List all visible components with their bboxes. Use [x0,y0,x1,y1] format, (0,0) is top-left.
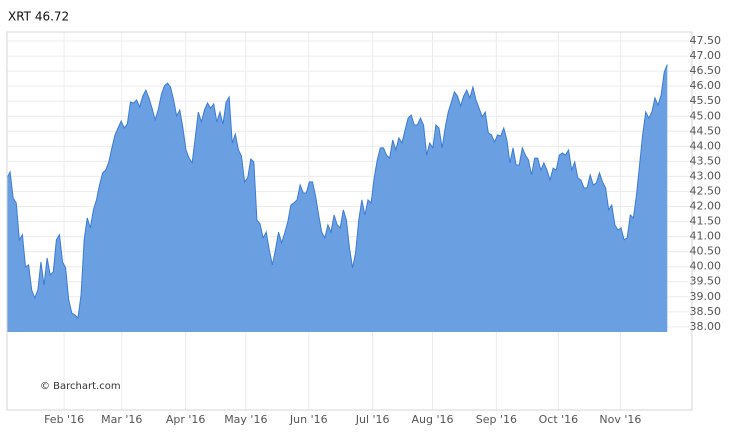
x-tick-label: Jul '16 [355,413,390,426]
x-tick-label: Oct '16 [539,413,579,426]
y-tick-label: 40.00 [690,260,722,273]
y-tick-label: 42.00 [690,200,722,213]
x-tick-label: Nov '16 [599,413,641,426]
area [7,64,668,332]
x-tick-label: Aug '16 [412,413,454,426]
y-tick-label: 40.50 [690,245,722,258]
y-tick-label: 41.00 [690,230,722,243]
y-tick-label: 43.00 [690,169,722,182]
y-tick-label: 42.50 [690,184,722,197]
y-tick-label: 47.00 [690,49,722,62]
y-tick-label: 38.00 [690,320,722,333]
x-tick-label: Apr '16 [166,413,206,426]
line [6,64,668,319]
y-tick-label: 45.50 [690,94,722,107]
y-tick-label: 41.50 [690,215,722,228]
y-tick-label: 39.00 [690,290,722,303]
y-tick-label: 46.00 [690,79,722,92]
x-tick-label: Mar '16 [101,413,142,426]
y-tick-label: 46.50 [690,64,722,77]
y-tick-label: 44.50 [690,124,722,137]
y-tick-label: 44.00 [690,139,722,152]
y-tick-label: 38.50 [690,305,722,318]
y-tick-label: 43.50 [690,154,722,167]
chart-title: XRT 46.72 [8,10,69,24]
y-tick-label: 39.50 [690,275,722,288]
plot-frame [6,31,693,411]
x-tick-label: May '16 [224,413,267,426]
axes: 38.00 38.50 39.00 39.50 40.00 40.50 41.00 41.50… [44,34,721,426]
x-tick-label: Sep '16 [476,413,517,426]
plot [6,64,668,332]
x-tick-label: Feb '16 [44,413,84,426]
source-note: © Barchart.com [40,381,121,392]
y-tick-label: 45.00 [690,109,722,122]
x-tick-label: Jun '16 [289,413,328,426]
y-tick-label: 47.50 [690,34,722,47]
